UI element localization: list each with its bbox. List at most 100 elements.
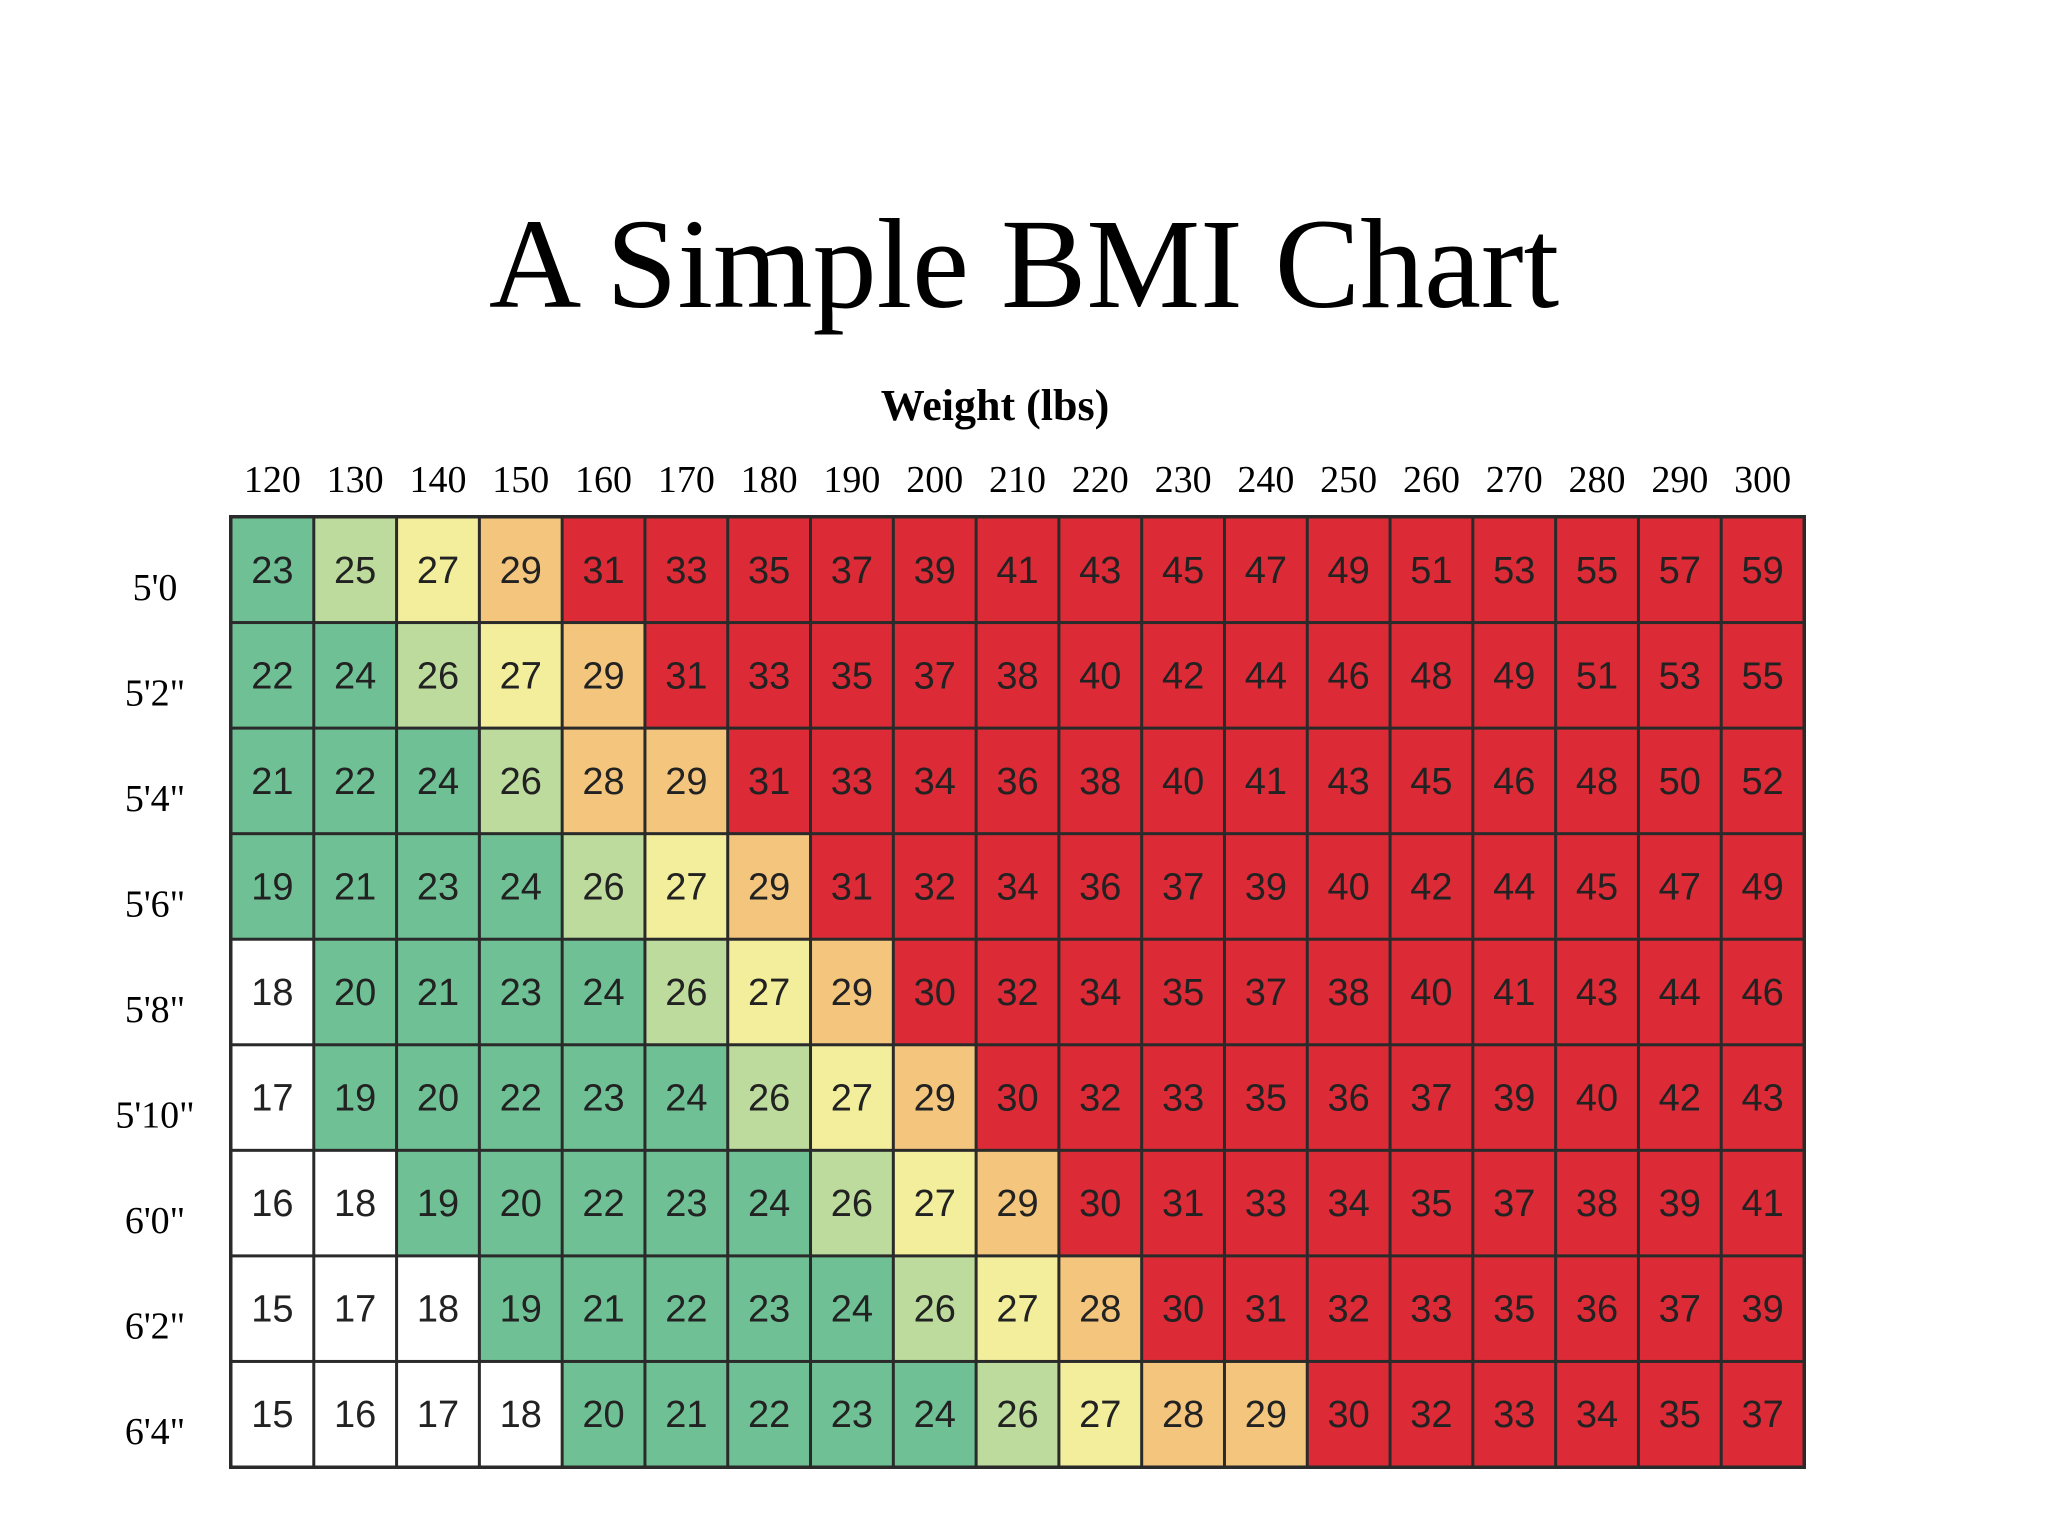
heatmap-cell (1391, 1362, 1472, 1466)
cell-value-label: 38 (1576, 1183, 1618, 1225)
x-axis-label: Weight (lbs) (880, 381, 1110, 430)
cell-value-label: 48 (1410, 655, 1452, 697)
cell-value-label: 20 (417, 1078, 459, 1120)
cell-value-label: 24 (748, 1183, 790, 1225)
x-tick-label: 250 (1320, 459, 1377, 501)
heatmap-cell (812, 940, 892, 1044)
heatmap-cell (315, 624, 396, 727)
heatmap-cell (1474, 1151, 1555, 1255)
heatmap-cell (1060, 624, 1141, 727)
cell-value-label: 51 (1576, 655, 1618, 697)
cell-value-label: 48 (1576, 761, 1618, 803)
heatmap-cell (646, 940, 727, 1044)
x-tick-label: 200 (906, 459, 963, 501)
cell-value-label: 32 (996, 972, 1038, 1014)
heatmap-cell (563, 1362, 644, 1466)
heatmap-cell (1722, 624, 1803, 727)
x-tick-label: 190 (823, 459, 880, 501)
cell-value-label: 26 (500, 761, 542, 803)
heatmap-cell (563, 518, 644, 622)
heatmap-cell (812, 1362, 892, 1466)
heatmap-cell (729, 835, 810, 938)
heatmap-cell (563, 1257, 644, 1360)
cell-value-label: 27 (996, 1289, 1038, 1331)
heatmap-cell (1557, 940, 1637, 1044)
heatmap-cell (315, 1151, 396, 1255)
cell-value-label: 59 (1741, 550, 1783, 592)
cell-value-label: 18 (334, 1183, 376, 1225)
cell-value-label: 32 (1410, 1394, 1452, 1436)
x-tick-label: 270 (1486, 459, 1543, 501)
y-tick-label: 5'6" (125, 883, 185, 925)
cell-value-label: 30 (1079, 1183, 1121, 1225)
cell-value-label: 38 (1079, 761, 1121, 803)
heatmap-cell (1391, 518, 1472, 622)
heatmap-cell (646, 624, 727, 727)
heatmap-cell (315, 1046, 396, 1149)
cell-value-label: 40 (1328, 866, 1370, 908)
heatmap-cell (315, 518, 396, 622)
cell-value-label: 35 (1493, 1289, 1535, 1331)
heatmap-cell (977, 729, 1058, 833)
cell-value-label: 33 (1493, 1394, 1535, 1436)
cell-value-label: 26 (831, 1183, 873, 1225)
heatmap-cell (398, 1046, 478, 1149)
cell-value-label: 37 (914, 655, 956, 697)
cell-value-label: 27 (500, 655, 542, 697)
cell-value-label: 32 (1328, 1289, 1370, 1331)
cell-value-label: 33 (748, 655, 790, 697)
cell-value-label: 49 (1741, 866, 1783, 908)
heatmap-cell (646, 1257, 727, 1360)
heatmap-cell (1308, 940, 1389, 1044)
cell-value-label: 34 (914, 761, 956, 803)
cell-value-label: 33 (1410, 1289, 1452, 1331)
heatmap-cell (977, 1362, 1058, 1466)
cell-value-label: 31 (1245, 1289, 1287, 1331)
heatmap-cell (729, 518, 810, 622)
chart-title: A Simple BMI Chart (488, 193, 1560, 335)
heatmap-cell (398, 1362, 478, 1466)
cell-value-label: 40 (1410, 972, 1452, 1014)
heatmap-cell (812, 1151, 892, 1255)
heatmap-cell (1474, 518, 1555, 622)
y-tick-label: 5'2" (125, 672, 185, 714)
cell-value-label: 33 (665, 550, 707, 592)
heatmap-cell (1308, 1362, 1389, 1466)
heatmap-cell (1143, 835, 1223, 938)
heatmap-cell (977, 1257, 1058, 1360)
cell-value-label: 41 (1493, 972, 1535, 1014)
cell-value-label: 44 (1245, 655, 1287, 697)
cell-value-label: 37 (1410, 1078, 1452, 1120)
y-tick-label: 5'4" (125, 778, 185, 820)
cell-value-label: 46 (1328, 655, 1370, 697)
heatmap-cell (398, 1257, 478, 1360)
heatmap-cell (1722, 1151, 1803, 1255)
cell-value-label: 45 (1162, 550, 1204, 592)
cell-value-label: 24 (417, 761, 459, 803)
x-tick-label: 160 (575, 459, 632, 501)
heatmap-cell (563, 729, 644, 833)
cell-value-label: 32 (914, 866, 956, 908)
heatmap-cell (1143, 1151, 1223, 1255)
cell-value-label: 41 (1741, 1183, 1783, 1225)
heatmap-cell (977, 1046, 1058, 1149)
cell-value-label: 29 (665, 761, 707, 803)
cell-value-label: 37 (1162, 866, 1204, 908)
cell-value-label: 55 (1741, 655, 1783, 697)
cell-value-label: 37 (1245, 972, 1287, 1014)
cell-value-label: 29 (1245, 1394, 1287, 1436)
heatmap-cell (646, 1151, 727, 1255)
cell-value-label: 36 (1328, 1078, 1370, 1120)
heatmap-cell (977, 624, 1058, 727)
cell-value-label: 27 (1079, 1394, 1121, 1436)
heatmap-cell (1474, 940, 1555, 1044)
cell-value-label: 30 (914, 972, 956, 1014)
cell-value-label: 17 (251, 1078, 293, 1120)
y-tick-label: 5'10" (115, 1095, 194, 1137)
heatmap-cell (729, 729, 810, 833)
cell-value-label: 35 (1245, 1078, 1287, 1120)
cell-value-label: 29 (748, 866, 790, 908)
heatmap-cell (480, 1257, 561, 1360)
heatmap-cell (1722, 940, 1803, 1044)
cell-value-label: 37 (1493, 1183, 1535, 1225)
